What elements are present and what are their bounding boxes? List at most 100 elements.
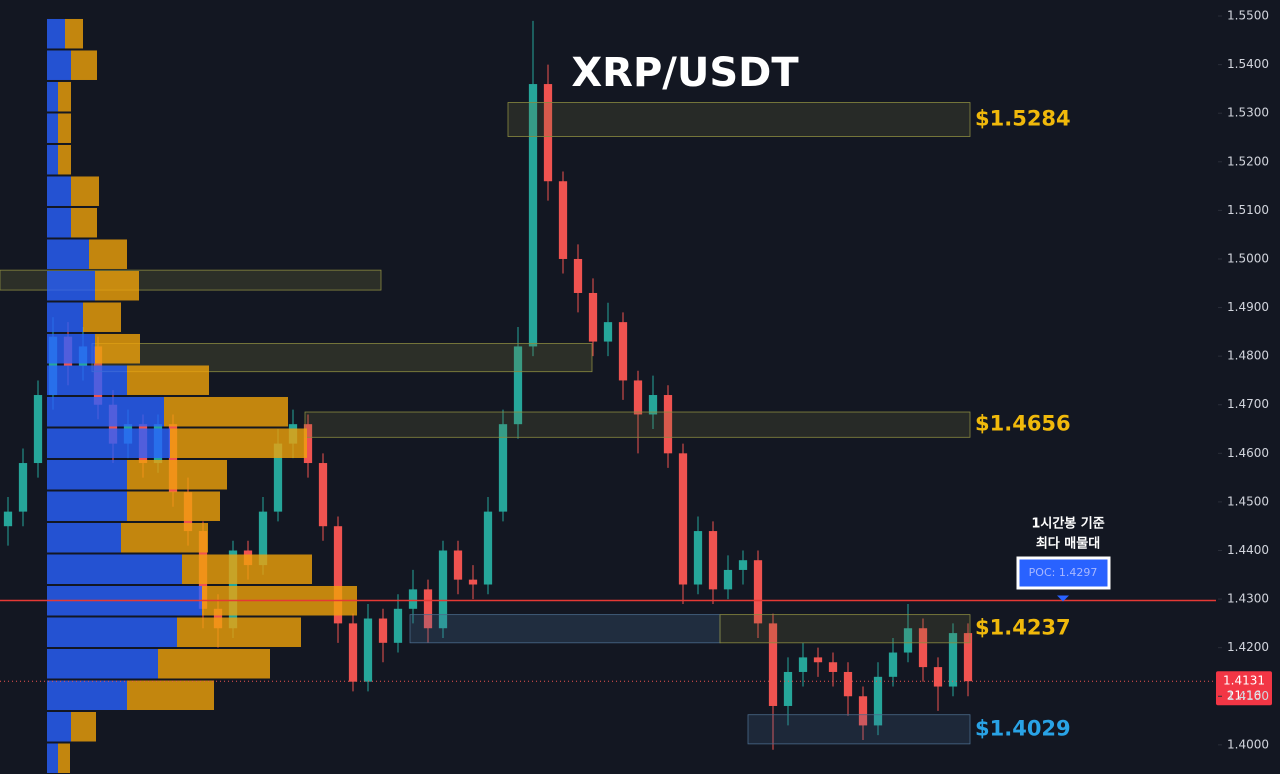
candle-body	[543, 84, 553, 182]
candle-body	[873, 676, 883, 726]
profile-sell	[95, 333, 140, 364]
y-tick-label: 1.5000	[1227, 251, 1269, 265]
profile-sell	[170, 428, 307, 458]
profile-buy	[47, 50, 71, 80]
candle-body	[273, 443, 283, 512]
profile-sell	[127, 365, 209, 395]
level-zone	[507, 102, 971, 137]
candle-body	[828, 662, 838, 672]
candle-body	[468, 579, 478, 585]
profile-buy	[47, 680, 127, 710]
profile-buy	[47, 743, 58, 773]
candle-body	[588, 292, 598, 342]
y-tick-label: 1.5500	[1227, 9, 1269, 23]
candle-body	[303, 424, 313, 464]
annotation: 1시간봉 기준	[1031, 516, 1104, 532]
profile-sell	[127, 459, 227, 490]
zone	[409, 614, 721, 644]
profile-sell	[58, 81, 71, 112]
profile-sell	[127, 680, 214, 710]
profile-buy	[47, 144, 58, 175]
profile-buy	[47, 617, 177, 647]
y-tick-label: 1.4800	[1227, 349, 1269, 363]
profile-sell	[83, 302, 121, 332]
candle-body	[33, 395, 43, 464]
candle-body	[618, 322, 628, 381]
candle-body	[858, 696, 868, 726]
y-tick-label: 1.4000	[1227, 737, 1269, 751]
candle-body	[318, 463, 328, 527]
candle-body	[918, 628, 928, 668]
profile-buy	[47, 239, 89, 269]
candle-body	[888, 652, 898, 677]
chart-title: XRP/USDT	[571, 50, 799, 96]
candle-body	[933, 667, 943, 687]
candle-body	[963, 633, 973, 682]
last-price-label: 1.4131	[1223, 674, 1265, 688]
y-tick-label: 1.5200	[1227, 154, 1269, 168]
profile-sell	[121, 522, 208, 553]
profile-buy	[47, 81, 58, 112]
y-tick-label: 1.4100	[1227, 689, 1269, 703]
profile-sell	[71, 50, 97, 80]
candle-body	[528, 84, 538, 347]
profile-sell	[95, 270, 139, 301]
level-label: $1.4656	[975, 412, 1071, 436]
level-zone	[719, 614, 971, 644]
candle-body	[678, 453, 688, 585]
candle-body	[903, 628, 913, 653]
candle-body	[753, 560, 763, 624]
y-tick-label: 1.4400	[1227, 543, 1269, 557]
candle-body	[768, 623, 778, 706]
candle-body	[948, 633, 958, 687]
candle-body	[708, 531, 718, 590]
profile-sell	[58, 113, 71, 143]
candle-body	[663, 395, 673, 454]
last-price-timer: 21:16	[1227, 689, 1262, 703]
candle-body	[378, 618, 388, 643]
profile-buy	[47, 396, 164, 427]
profile-buy	[47, 711, 71, 742]
y-tick-label: 1.5100	[1227, 203, 1269, 217]
level-zone	[304, 411, 971, 438]
profile-sell	[58, 743, 70, 773]
profile-buy	[47, 18, 65, 49]
profile-buy	[47, 522, 121, 553]
profile-buy	[47, 459, 127, 490]
candle-body	[168, 424, 178, 493]
candle-body	[843, 671, 853, 697]
poc-marker	[1057, 595, 1069, 602]
candle-body	[723, 569, 733, 590]
profile-buy	[47, 207, 71, 238]
candle-body	[18, 463, 28, 512]
candle-body	[333, 526, 343, 624]
profile-sell	[71, 711, 96, 742]
candle-body	[3, 511, 13, 527]
candle-body	[498, 424, 508, 512]
poc-box	[1016, 556, 1111, 590]
candle-body	[363, 618, 373, 682]
profile-sell	[89, 239, 127, 269]
profile-buy	[47, 176, 71, 206]
candle-body	[483, 511, 493, 585]
candle-body	[438, 550, 448, 629]
profile-sell	[182, 554, 312, 584]
profile-sell	[71, 207, 97, 238]
candle-body	[258, 511, 268, 566]
y-tick-label: 1.4700	[1227, 397, 1269, 411]
profile-sell	[177, 617, 301, 647]
profile-sell	[127, 491, 220, 521]
candle-body	[408, 589, 418, 609]
profile-sell	[58, 144, 71, 175]
candle-body	[783, 671, 793, 706]
y-tick-label: 1.4900	[1227, 300, 1269, 314]
candle-body	[798, 657, 808, 672]
profile-buy	[47, 491, 127, 521]
profile-buy	[47, 302, 83, 332]
profile-buy	[47, 648, 158, 679]
candle-body	[738, 560, 748, 570]
candle-body	[393, 608, 403, 643]
profile-buy	[47, 554, 182, 584]
profile-buy	[47, 365, 127, 395]
profile-sell	[65, 18, 83, 49]
